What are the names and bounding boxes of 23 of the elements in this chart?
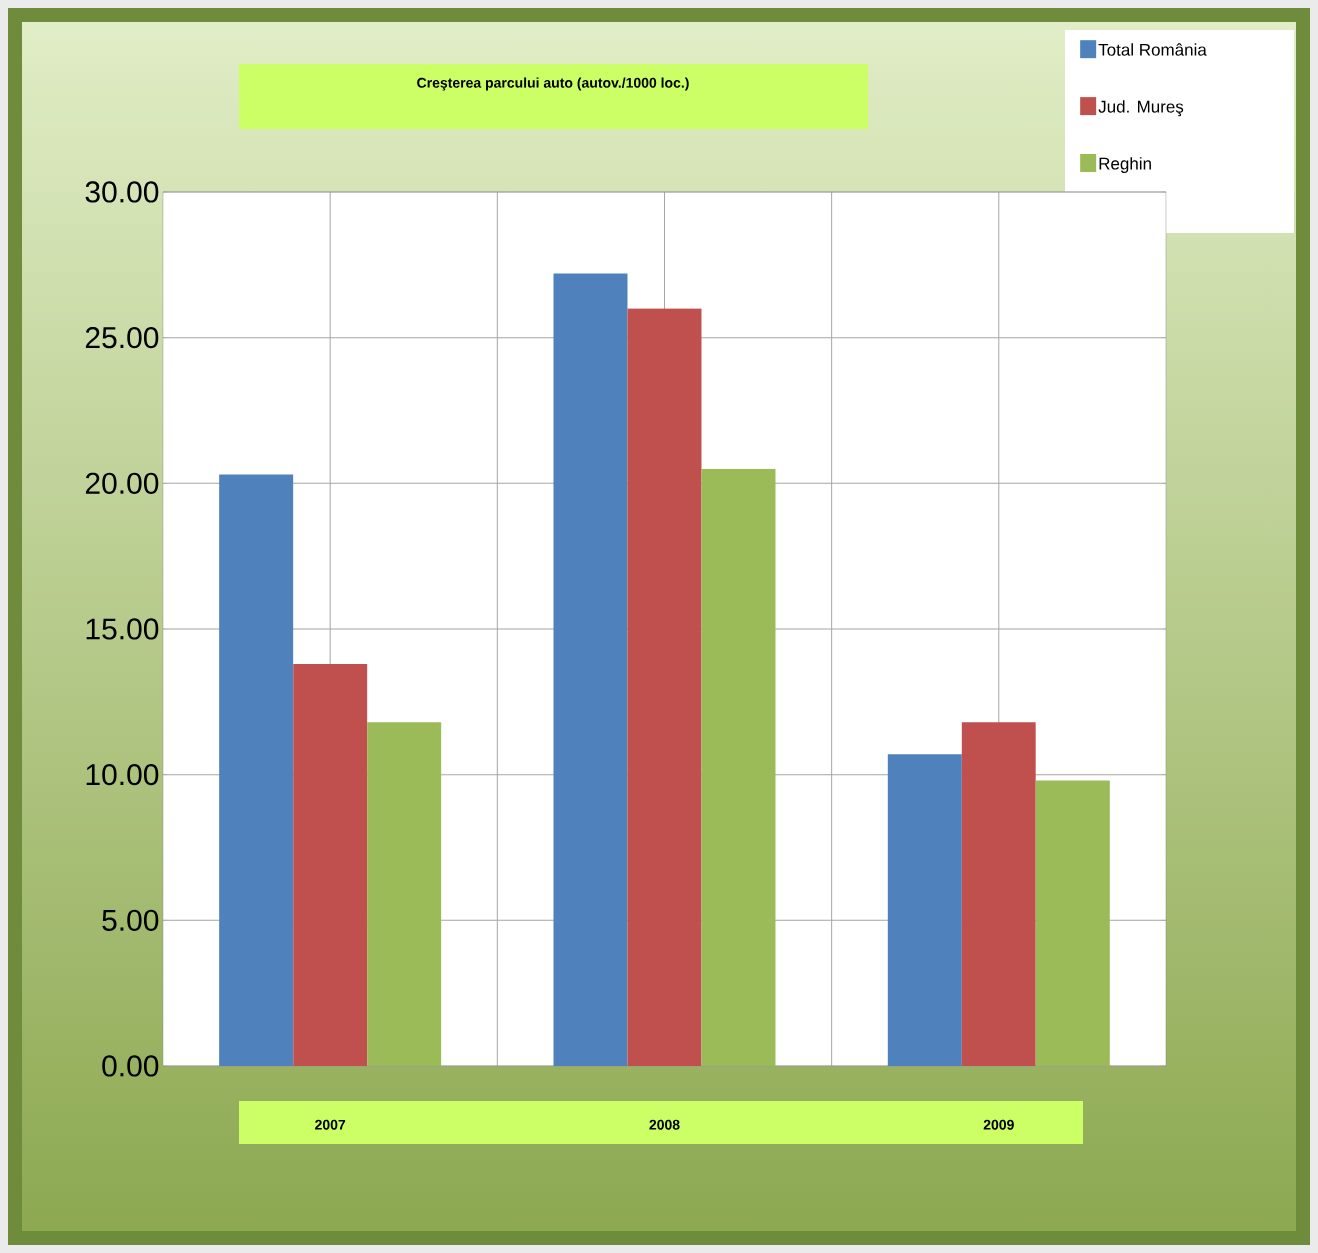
x-tick-label: 2007 [315,1119,346,1130]
y-tick-label: 10.00 [86,764,159,786]
bar [293,663,368,1066]
y-tick-label: 0.00 [102,1055,159,1077]
bar [627,308,702,1066]
bar [887,754,962,1066]
y-tick-label: 30.00 [85,181,159,203]
legend-label: Jud. Mureş [1098,100,1184,117]
y-tick-label: 20.00 [85,472,159,494]
y-tick-label: 5.00 [102,909,159,931]
legend-label: Reghin [1099,157,1151,173]
bar [219,474,294,1066]
bar [961,722,1036,1066]
bar [367,722,442,1066]
y-tick-label: 25.00 [85,327,159,349]
bar [553,273,628,1066]
x-tick-label: 2008 [649,1119,680,1130]
bar [701,468,776,1066]
bar [1035,780,1110,1066]
chart-title: Creşterea parcului auto (autov./1000 loc.) [417,77,689,91]
x-tick-label: 2009 [983,1119,1014,1130]
y-tick-label: 15.00 [86,618,159,640]
legend-label: Total România [1098,43,1207,56]
